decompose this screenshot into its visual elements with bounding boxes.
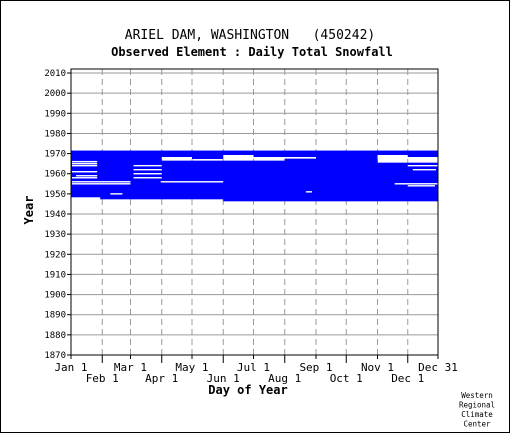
data-gap — [407, 185, 435, 187]
plot-area — [71, 69, 438, 355]
data-bar — [316, 156, 378, 160]
data-gap — [72, 177, 98, 179]
x-tick-label: Apr 1 — [145, 372, 178, 385]
data-bar — [223, 198, 438, 202]
data-gap — [305, 191, 312, 193]
plot-border — [70, 68, 439, 356]
data-gap — [160, 181, 224, 183]
data-gaps — [72, 160, 438, 195]
data-bar — [407, 154, 438, 158]
data-gap — [394, 183, 438, 185]
x-tick-label: Jul 1 — [237, 361, 270, 374]
data-gap — [133, 168, 162, 171]
data-bar — [71, 170, 438, 174]
x-tick-label: Oct 1 — [330, 372, 363, 385]
data-gap — [407, 164, 438, 167]
data-bar — [71, 154, 224, 158]
x-tick-label: May 1 — [175, 361, 208, 374]
credit-line: Western — [461, 391, 493, 400]
y-tick-label: 1920 — [44, 250, 66, 260]
data-bar — [71, 192, 438, 196]
y-tick-label: 1960 — [44, 170, 66, 180]
y-tick-label: 1890 — [44, 311, 66, 321]
data-bar — [71, 174, 438, 178]
y-axis-label: Year — [22, 196, 36, 225]
x-tick-label: Jan 1 — [54, 361, 87, 374]
y-tick-label: 1880 — [44, 331, 66, 341]
y-tick-label: 1990 — [44, 109, 66, 119]
data-gap — [133, 173, 162, 175]
y-tick-label: 2000 — [44, 89, 66, 99]
data-bar — [71, 168, 438, 172]
x-tick-label: Jun 1 — [207, 372, 240, 385]
data-bar — [284, 158, 378, 162]
credit-line: Center — [463, 420, 491, 429]
data-bar — [71, 162, 438, 166]
data-gap — [133, 164, 162, 167]
data-bar — [71, 166, 438, 170]
data-gap — [76, 175, 98, 177]
y-tick-label: 1980 — [44, 129, 66, 139]
y-tick-label: 1970 — [44, 150, 66, 160]
data-bar — [71, 186, 438, 190]
data-bar — [191, 156, 224, 160]
y-tick-label: 1910 — [44, 270, 66, 280]
data-bar — [71, 160, 378, 164]
data-bar — [71, 176, 438, 180]
data-bar — [71, 164, 438, 168]
data-bar — [71, 158, 162, 162]
data-gap — [72, 160, 98, 163]
data-gap — [72, 171, 98, 173]
y-tick-label: 1870 — [44, 351, 66, 361]
data-bar — [100, 196, 438, 200]
x-tick-label: Mar 1 — [114, 361, 147, 374]
data-bar — [71, 152, 438, 155]
y-tick-label: 1900 — [44, 291, 66, 301]
data-bar — [253, 154, 378, 158]
y-axis: 1870 1880 1890 1900 1910 1920 1930 1940 1950 1960… — [44, 69, 71, 361]
data-bars — [71, 150, 438, 202]
data-bar — [71, 182, 438, 186]
data-gap — [412, 168, 436, 171]
x-tick-label: Feb 1 — [86, 372, 119, 385]
x-tick-label: Nov 1 — [361, 361, 394, 374]
x-tick-label: Dec 31 — [418, 361, 458, 374]
data-bar — [71, 156, 162, 160]
x-tick-label: Aug 1 — [268, 372, 301, 385]
data-bar — [71, 188, 438, 192]
data-gap — [72, 162, 98, 165]
credit-line: Regional — [459, 401, 495, 410]
chart-title: ARIEL DAM, WASHINGTON (450242) — [125, 28, 375, 43]
credit-line: Climate — [461, 410, 493, 419]
data-bar — [71, 194, 438, 198]
y-tick-label: 1930 — [44, 230, 66, 240]
x-axis: Jan 1 Mar 1 May 1 Jul 1 Sep 1 Nov 1 Dec 31 Feb … — [54, 355, 458, 385]
y-tick-label: 1940 — [44, 210, 66, 220]
data-gap — [110, 193, 123, 195]
data-gap — [72, 181, 131, 183]
x-tick-label: Sep 1 — [299, 361, 332, 374]
y-tick-label: 1950 — [44, 190, 66, 200]
chart-subtitle: Observed Element : Daily Total Snowfall — [111, 45, 393, 59]
data-bar — [71, 184, 438, 188]
y-tick-label: 2010 — [44, 69, 66, 79]
data-gap — [72, 164, 98, 167]
data-gap — [72, 183, 131, 185]
data-bar — [71, 172, 438, 176]
data-bar — [71, 150, 438, 153]
x-axis-label: Day of Year — [208, 383, 287, 397]
data-bar — [71, 178, 438, 182]
data-gap — [133, 177, 162, 179]
data-bar — [71, 190, 438, 194]
data-bar — [71, 180, 438, 184]
x-tick-label: Dec 1 — [391, 372, 424, 385]
